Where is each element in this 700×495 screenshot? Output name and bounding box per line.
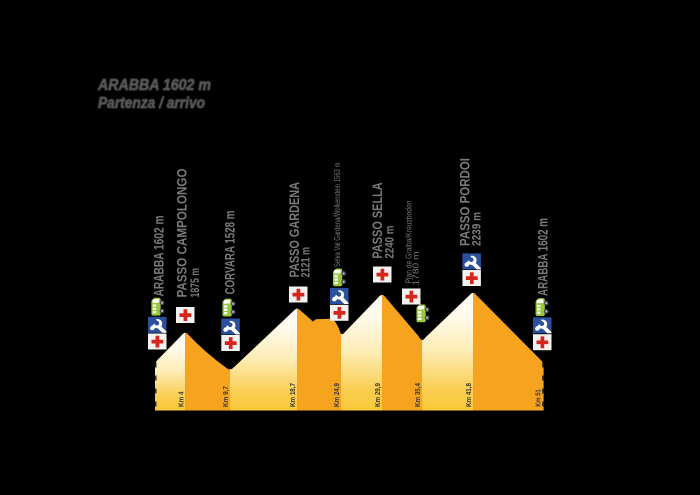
svg-text:1780 m: 1780 m — [411, 251, 421, 285]
svg-text:1875 m: 1875 m — [190, 268, 202, 298]
svg-text:PASSO PORDOI: PASSO PORDOI — [457, 158, 473, 246]
svg-text:Km 18,7: Km 18,7 — [288, 383, 297, 407]
svg-text:2240 m: 2240 m — [385, 226, 397, 259]
svg-text:Selva Val Gardena/Wolkenstein: Selva Val Gardena/Wolkenstein 1563 m — [332, 162, 342, 267]
svg-text:Km 9,7: Km 9,7 — [221, 386, 230, 407]
svg-text:Km 41,8: Km 41,8 — [464, 383, 473, 407]
svg-text:Partenza / arrivo: Partenza / arrivo — [98, 95, 205, 112]
svg-text:ARABBA 1602 m: ARABBA 1602 m — [97, 77, 211, 94]
svg-text:ARABBA 1602 m: ARABBA 1602 m — [535, 218, 551, 296]
svg-text:ARABBA 1602 m: ARABBA 1602 m — [151, 216, 167, 297]
svg-text:Km 24,9: Km 24,9 — [332, 383, 341, 407]
svg-text:2121 m: 2121 m — [301, 247, 313, 278]
svg-text:PASSO SELLA: PASSO SELLA — [369, 182, 385, 258]
svg-text:PASSO CAMPOLONGO: PASSO CAMPOLONGO — [174, 168, 190, 297]
svg-text:Km 51: Km 51 — [534, 389, 543, 407]
svg-text:Km 35,4: Km 35,4 — [413, 383, 422, 407]
svg-text:CORVARA 1528 m: CORVARA 1528 m — [222, 211, 238, 295]
svg-text:2239 m: 2239 m — [472, 212, 484, 246]
svg-text:Km 4: Km 4 — [177, 391, 186, 407]
svg-text:Km 29,9: Km 29,9 — [373, 383, 382, 407]
svg-text:PASSO GARDENA: PASSO GARDENA — [286, 182, 302, 278]
svg-text:Plan de Gralba/Kreuzboden: Plan de Gralba/Kreuzboden — [404, 200, 414, 283]
